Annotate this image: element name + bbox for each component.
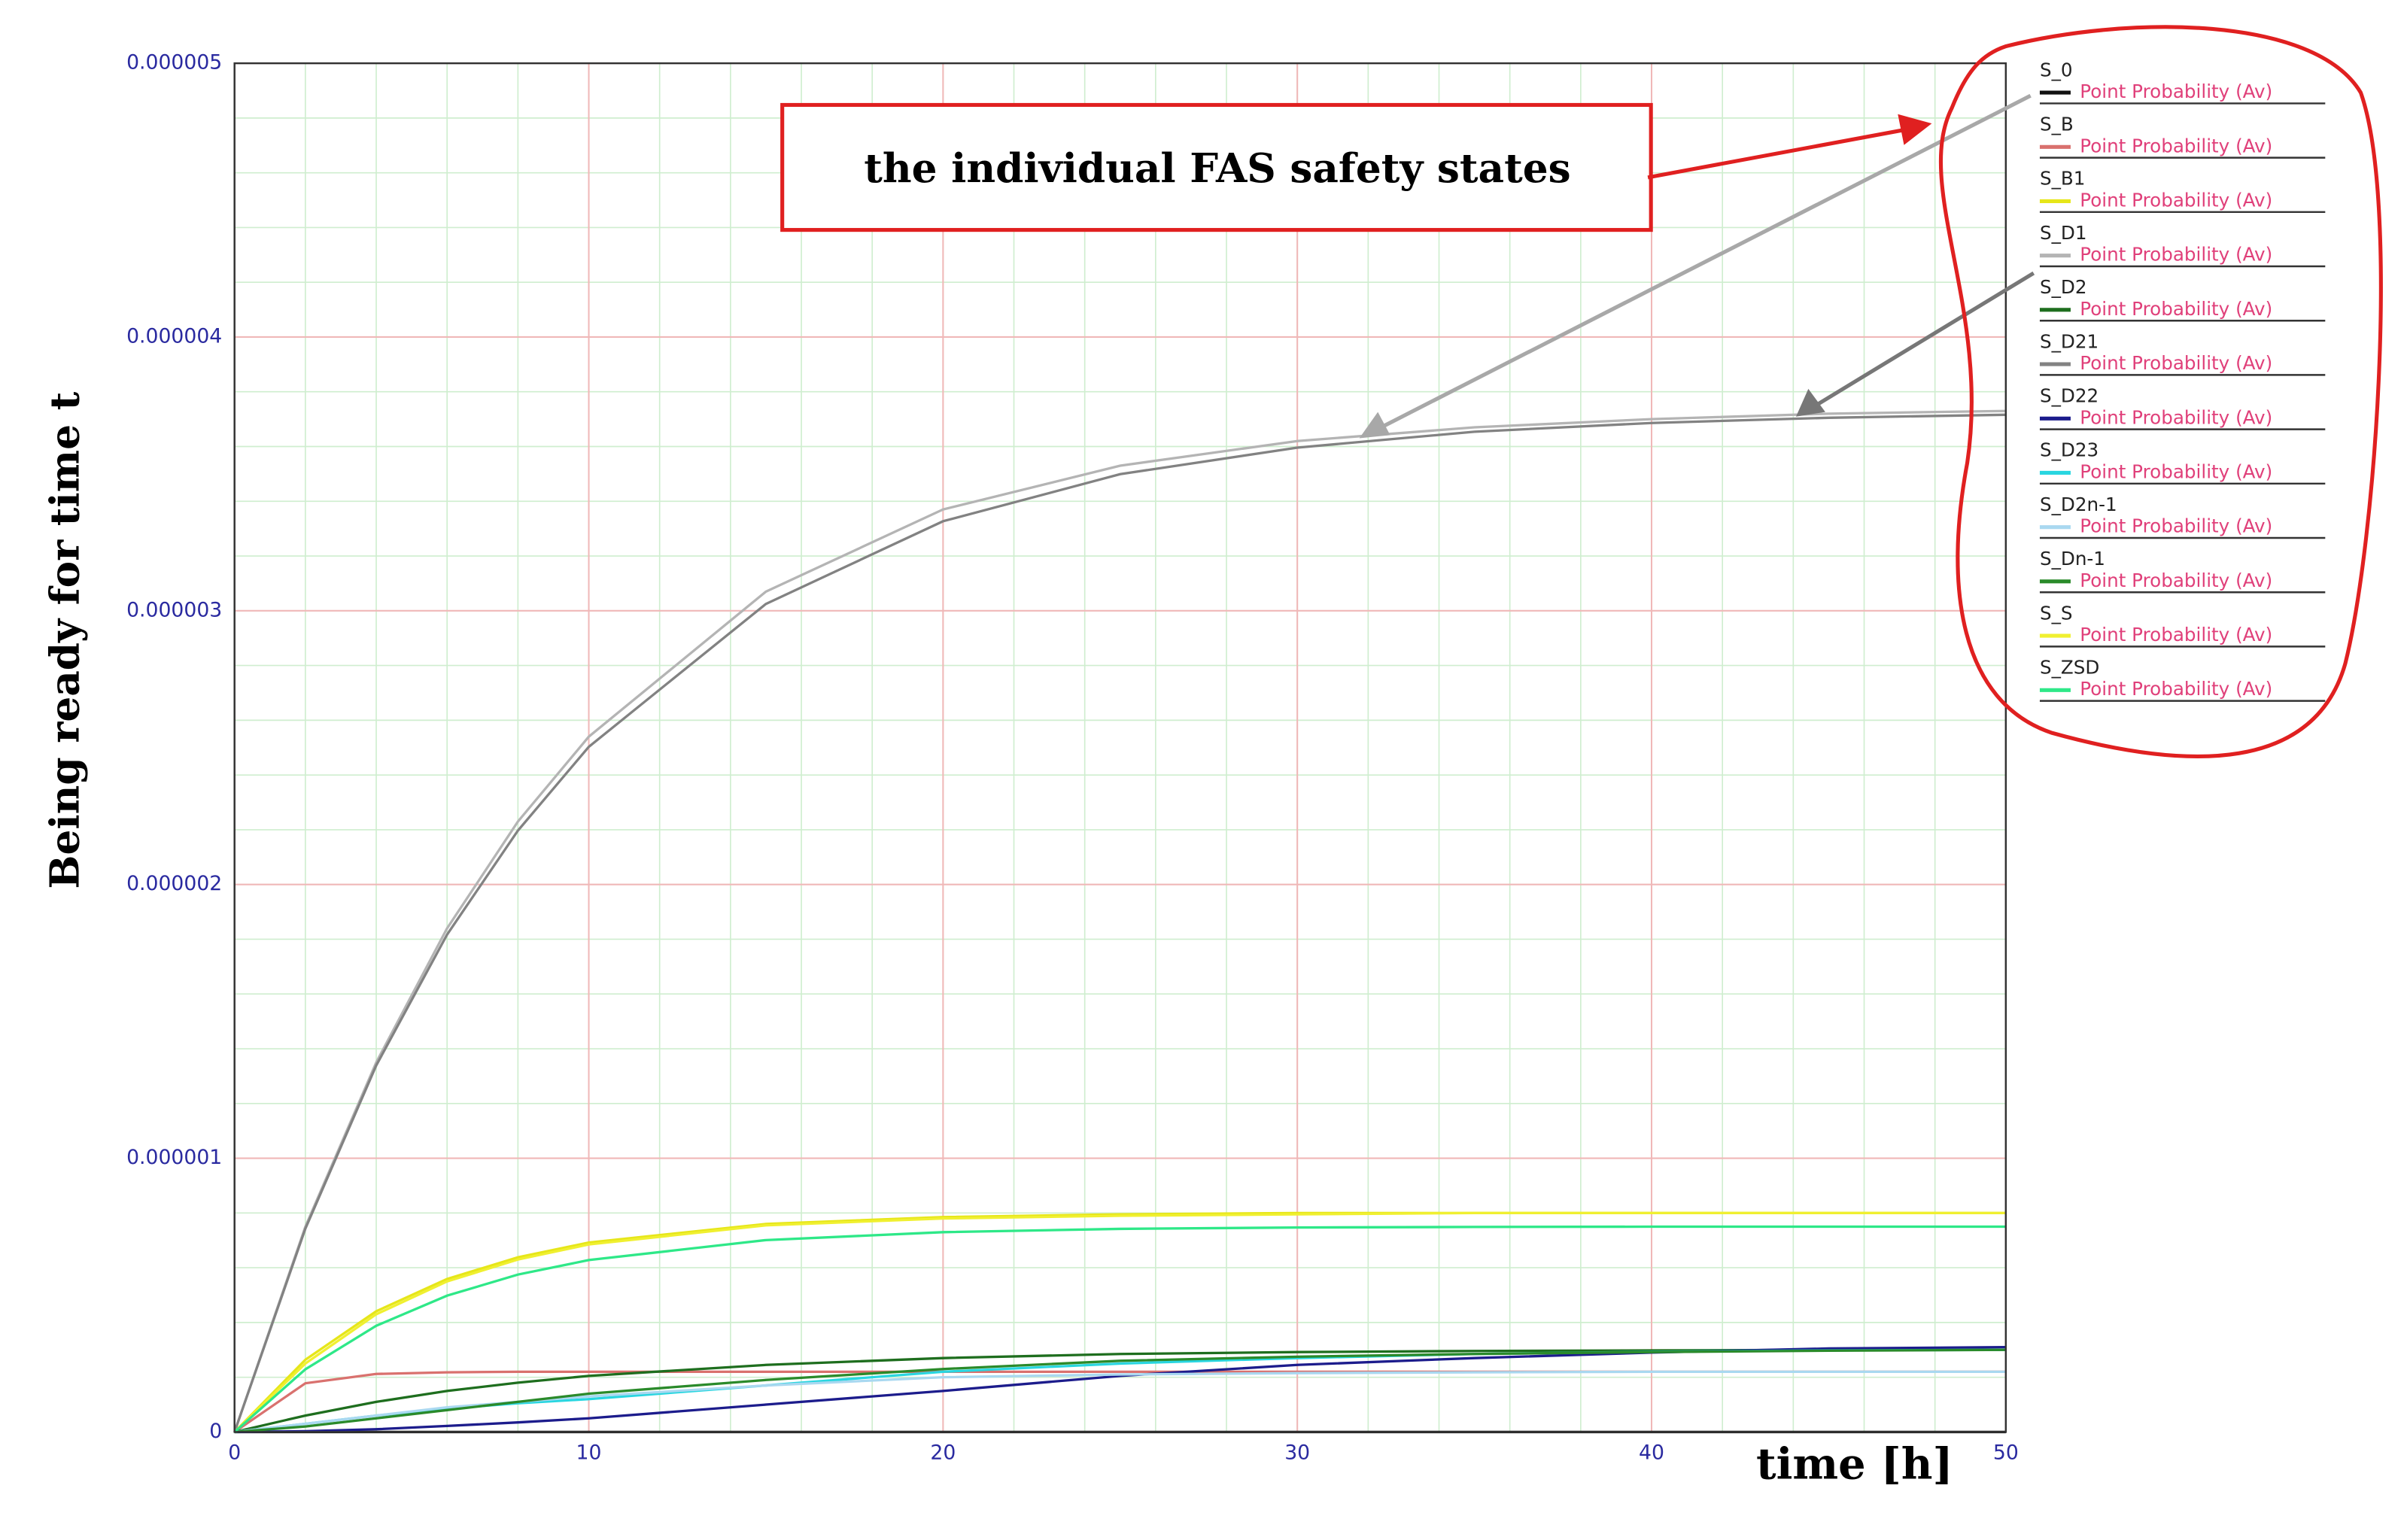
y-tick-label: 0.000004 xyxy=(126,324,222,348)
series-line xyxy=(233,1211,2006,1433)
annotation-arrow xyxy=(1647,127,1907,180)
y-tick-label: 0.000003 xyxy=(126,598,222,621)
legend-measure: Point Probability (Av) xyxy=(2080,298,2272,320)
legend-measure: Point Probability (Av) xyxy=(2080,406,2272,428)
y-tick-label: 0 xyxy=(209,1420,222,1443)
series-line xyxy=(234,1370,2006,1434)
legend-label: S_Dn-1 xyxy=(2040,548,2105,570)
legend-measure: Point Probability (Av) xyxy=(2080,244,2272,266)
legend-measure: Point Probability (Av) xyxy=(2080,460,2272,482)
y-axis-title: Being ready for time t xyxy=(41,391,88,888)
y-tick-label: 0.000005 xyxy=(126,51,222,74)
series-line xyxy=(234,1348,2006,1434)
series-line xyxy=(234,1348,2006,1434)
x-tick-label: 0 xyxy=(228,1441,241,1465)
legend: S_0 Point Probability (Av) S_B Point Probab… xyxy=(2039,59,2326,702)
series-line xyxy=(233,1225,2006,1433)
annotation: the individual FAS safety states xyxy=(864,144,1570,192)
legend-measure: Point Probability (Av) xyxy=(2080,189,2272,211)
x-tick-label: 10 xyxy=(576,1441,602,1465)
legend-measure: Point Probability (Av) xyxy=(2080,135,2272,156)
plot-frame xyxy=(233,62,2007,1433)
legend-label: S_B xyxy=(2040,114,2074,135)
legend-label: S_S xyxy=(2040,602,2073,624)
pointer-arrow xyxy=(1816,271,2035,406)
annotation-box xyxy=(780,102,1653,232)
legend-label: S_B1 xyxy=(2040,168,2085,190)
x-tick-label: 20 xyxy=(930,1441,956,1465)
legend-measure: Point Probability (Av) xyxy=(2080,352,2272,374)
x-tick-label: 30 xyxy=(1284,1441,1310,1465)
arrow-head xyxy=(1359,412,1390,439)
legend-label: S_ZSD xyxy=(2040,657,2099,679)
legend-label: S_D22 xyxy=(2040,385,2099,407)
legend-measure: Point Probability (Av) xyxy=(2080,80,2272,102)
x-axis-title: time [h] xyxy=(1756,1438,1953,1490)
grid xyxy=(233,62,2007,1433)
legend-label: S_D2 xyxy=(2040,276,2087,298)
plot-lines xyxy=(233,409,2006,1434)
series-line xyxy=(233,409,2006,1432)
legend-measure: Point Probability (Av) xyxy=(2080,570,2272,591)
y-tick-label: 0.000001 xyxy=(126,1146,222,1169)
x-tick-label: 50 xyxy=(1993,1441,2019,1465)
series-line xyxy=(233,413,2006,1432)
legend-label: S_D23 xyxy=(2040,439,2099,461)
arrow-head xyxy=(1898,114,1932,145)
legend-label: S_D1 xyxy=(2040,222,2087,244)
legend-measure: Point Probability (Av) xyxy=(2080,678,2272,700)
legend-measure: Point Probability (Av) xyxy=(2080,515,2272,537)
pointer-arrow xyxy=(1380,93,2032,430)
series-line xyxy=(234,1348,2006,1434)
legend-label: S_0 xyxy=(2040,59,2073,80)
legend-label: S_D21 xyxy=(2040,330,2099,352)
arrow-head xyxy=(1795,388,1825,417)
legend-label: S_D2n-1 xyxy=(2040,494,2117,515)
legend-highlight xyxy=(1938,25,2383,758)
y-tick-label: 0.000002 xyxy=(126,872,222,895)
legend-measure: Point Probability (Av) xyxy=(2080,624,2272,645)
x-tick-label: 40 xyxy=(1639,1441,1664,1465)
